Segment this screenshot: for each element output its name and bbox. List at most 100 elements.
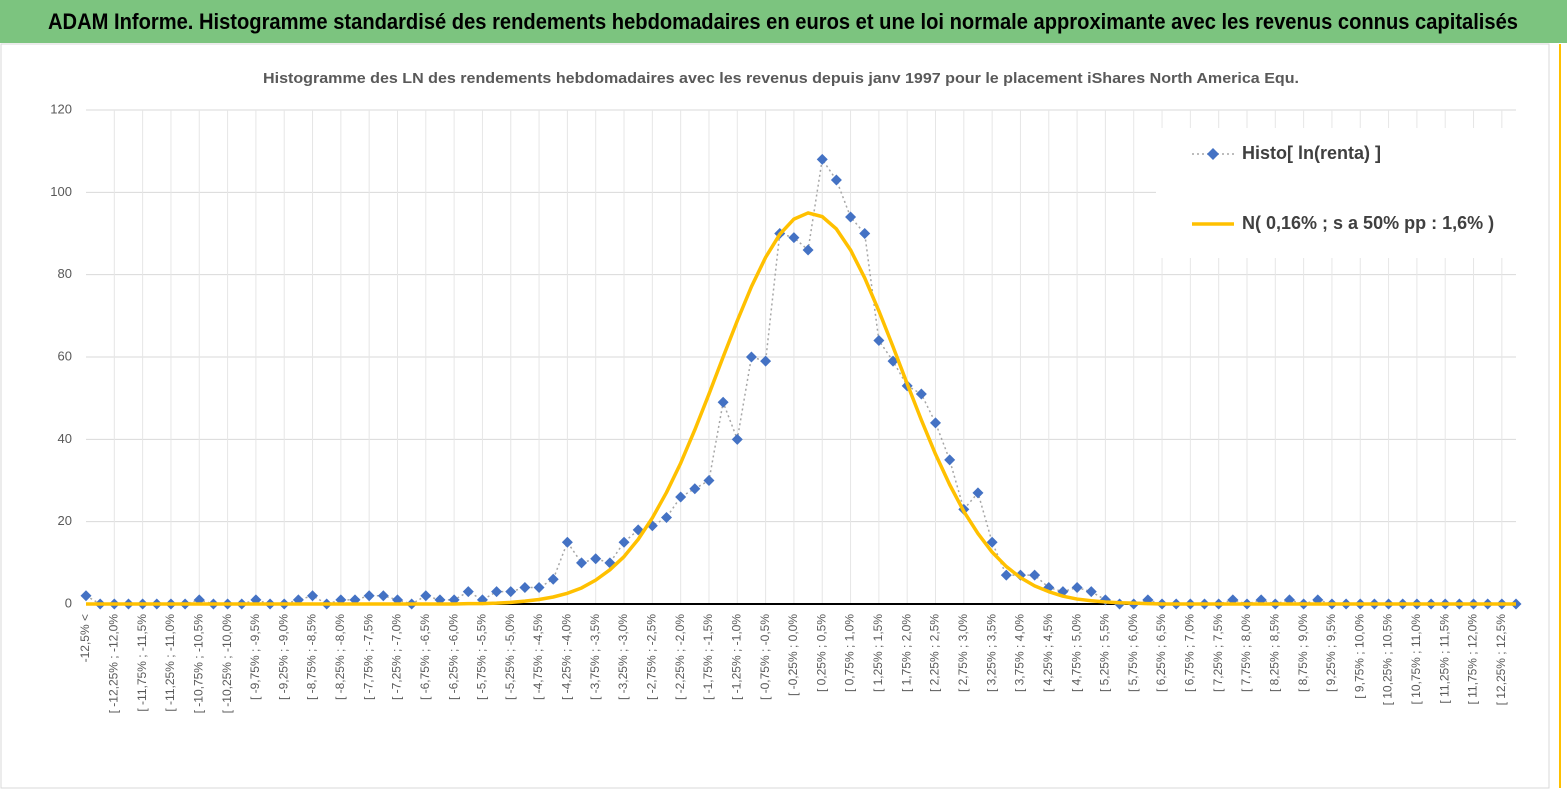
x-tick-label: [ 1,25% ; 1,5%: [871, 614, 885, 692]
data-point: [533, 582, 545, 594]
page-title: ADAM Informe. Histogramme standardisé de…: [48, 9, 1518, 34]
x-tick-label: [ 10,75% ; 11,0%: [1409, 614, 1423, 705]
x-tick-label: [ -4,75% ; -4,5%: [531, 614, 545, 700]
data-point: [689, 483, 701, 495]
y-tick-label: 100: [50, 184, 72, 199]
y-tick-label: 20: [58, 513, 72, 528]
x-tick-label: [ -2,25% ; -2,0%: [673, 614, 687, 700]
data-point: [859, 228, 871, 239]
data-point: [915, 388, 927, 400]
series-line: [86, 211, 1516, 606]
x-tick-label: [ -9,75% ; -9,5%: [248, 614, 262, 700]
x-tick-label: [ 6,75% ; 7,0%: [1183, 614, 1197, 692]
data-point: [972, 487, 984, 499]
x-tick-label: [ 10,25% ; 10,5%: [1381, 614, 1395, 706]
data-point: [873, 335, 885, 347]
x-tick-label: [ 9,25% ; 9,5%: [1324, 614, 1338, 692]
x-tick-label: [ 5,75% ; 6,0%: [1126, 614, 1140, 692]
legend-box: [1156, 128, 1518, 258]
x-tick-label: [ -1,75% ; -1,5%: [701, 614, 715, 700]
data-point: [377, 590, 389, 602]
x-tick-label: [ 7,25% ; 7,5%: [1211, 614, 1225, 692]
x-tick-label: [ 8,75% ; 9,0%: [1296, 614, 1310, 692]
data-point: [590, 553, 602, 565]
y-tick-label: 80: [58, 266, 72, 281]
x-tick-label: [ -8,75% ; -8,5%: [305, 614, 319, 700]
x-tick-label: [ -12,25% ; -12,0%: [106, 614, 120, 714]
data-point: [1071, 582, 1083, 594]
data-point: [576, 557, 588, 569]
data-point: [80, 590, 92, 602]
x-tick-label: [ -5,75% ; -5,5%: [475, 614, 489, 700]
data-point: [505, 586, 517, 598]
x-tick-label: [ 11,75% ; 12,0%: [1466, 614, 1480, 705]
data-point: [1029, 569, 1041, 581]
data-point: [788, 232, 800, 244]
x-tick-label: [ 4,25% ; 4,5%: [1041, 614, 1055, 692]
header-bar: [0, 0, 1567, 43]
data-point: [731, 433, 743, 445]
y-tick-label: 0: [65, 595, 72, 610]
x-tick-label: [ -2,75% ; -2,5%: [645, 614, 659, 700]
x-tick-label: [ -10,25% ; -10,0%: [220, 614, 234, 714]
legend-label: N( 0,16% ; s a 50% pp : 1,6% ): [1242, 213, 1494, 233]
x-tick-label: [ -3,25% ; -3,0%: [616, 614, 630, 700]
legend-label: Histo[ ln(renta) ]: [1242, 143, 1381, 163]
data-point: [1000, 569, 1012, 581]
x-tick-label: [ 7,75% ; 8,0%: [1239, 614, 1253, 692]
x-tick-label: [ 5,25% ; 5,5%: [1098, 614, 1112, 692]
y-tick-label: 40: [58, 431, 72, 446]
x-tick-label: [ 3,75% ; 4,0%: [1013, 614, 1027, 692]
data-point: [830, 174, 842, 186]
x-tick-label: [ -0,25% ; 0,0%: [786, 614, 800, 696]
x-tick-label: [ 1,75% ; 2,0%: [899, 614, 913, 692]
x-tick-label: [ -7,75% ; -7,5%: [361, 614, 375, 700]
x-tick-label: [ 2,75% ; 3,0%: [956, 614, 970, 692]
x-tick-label: [ 8,25% ; 8,5%: [1267, 614, 1281, 692]
x-tick-label: [ 4,75% ; 5,0%: [1069, 614, 1083, 692]
data-point: [986, 536, 998, 548]
x-tick-label: [ 3,25% ; 3,5%: [984, 614, 998, 692]
data-point: [760, 355, 772, 367]
data-point: [675, 491, 687, 503]
data-point: [618, 536, 630, 548]
x-tick-label: [ 12,25% ; 12,5%: [1494, 614, 1508, 706]
data-point: [703, 475, 715, 486]
x-tick-label: [ -7,25% ; -7,0%: [390, 614, 404, 700]
x-tick-label: [ -4,25% ; -4,0%: [560, 614, 574, 700]
x-tick-label: [ -9,25% ; -9,0%: [276, 614, 290, 700]
x-tick-label: [ 0,75% ; 1,0%: [843, 614, 857, 692]
x-tick-label: [ -5,25% ; -5,0%: [503, 614, 517, 700]
y-tick-label: 60: [58, 348, 72, 363]
data-point: [519, 582, 531, 594]
chart-frame: [0, 43, 1550, 789]
data-point: [816, 153, 828, 165]
x-tick-label: [ -11,25% ; -11,0%: [163, 614, 177, 712]
x-tick-label: [ -8,25% ; -8,0%: [333, 614, 347, 700]
data-point: [547, 573, 559, 585]
x-tick-label: [ 6,25% ; 6,5%: [1154, 614, 1168, 692]
chart-subtitle: Histogramme des LN des rendements hebdom…: [263, 70, 1299, 87]
x-tick-label: [ -1,25% ; -1,0%: [729, 614, 743, 700]
x-tick-label: [ 9,75% ; 10,0%: [1352, 614, 1366, 699]
x-tick-label: [ 2,25% ; 2,5%: [928, 614, 942, 692]
legend-marker: [1207, 148, 1219, 160]
data-point: [717, 396, 729, 408]
data-point: [802, 244, 814, 256]
data-point: [660, 512, 672, 524]
x-tick-label: [ 11,25% ; 11,5%: [1437, 614, 1451, 704]
data-point: [944, 454, 956, 466]
data-point: [363, 590, 375, 602]
data-point: [307, 590, 319, 602]
x-tick-label: [ -11,75% ; -11,5%: [135, 614, 149, 712]
data-point: [930, 417, 942, 429]
data-point: [420, 590, 432, 602]
data-point: [561, 536, 573, 548]
x-tick-label: [ 0,25% ; 0,5%: [814, 614, 828, 692]
x-tick-label: [ -0,75% ; -0,5%: [758, 614, 772, 700]
x-tick-label: [ -6,75% ; -6,5%: [418, 614, 432, 700]
x-tick-label: [ -6,25% ; -6,0%: [446, 614, 460, 700]
data-point: [491, 586, 503, 598]
x-tick-label: [ -3,75% ; -3,5%: [588, 614, 602, 700]
